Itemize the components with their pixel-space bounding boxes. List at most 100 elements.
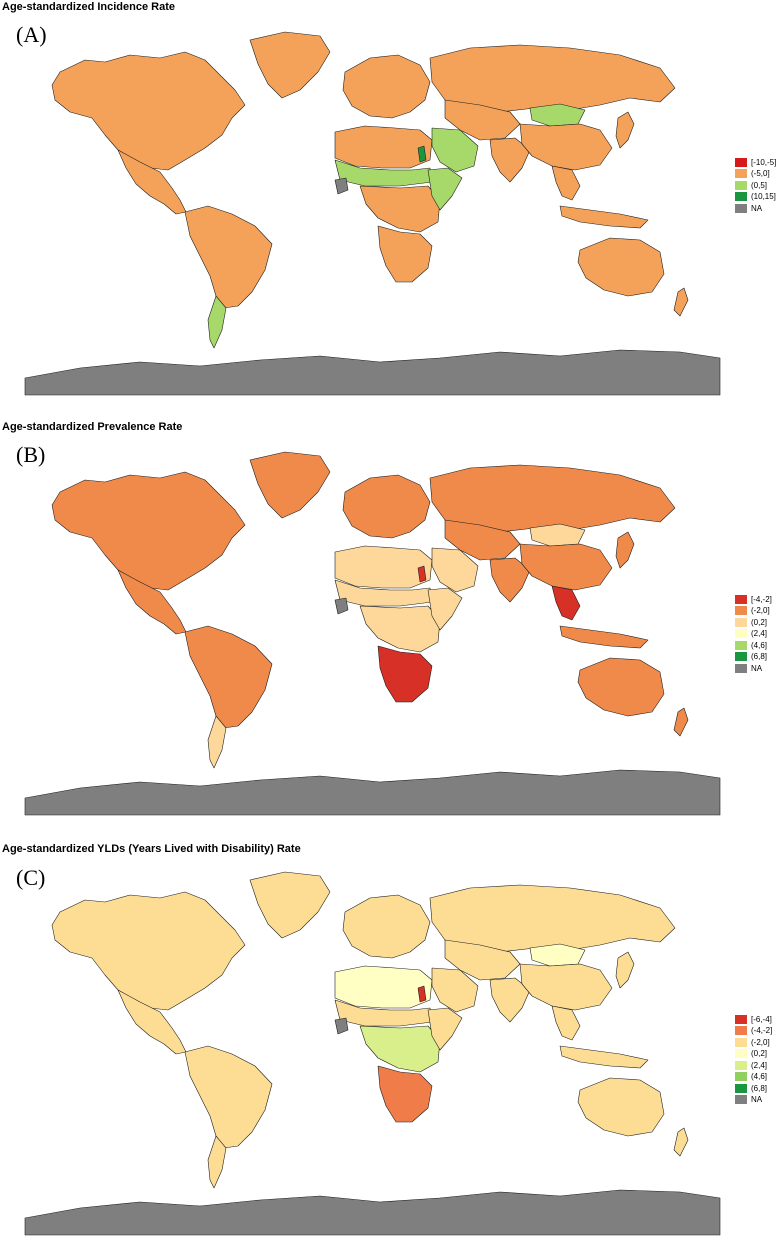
region-north-america xyxy=(51,51,246,171)
legend: [-6,-4] (-4,-2] (-2,0] (0,2] (2,4] (4,6] (6,8]… xyxy=(735,1014,772,1106)
legend-item: (-5,0] xyxy=(735,169,776,179)
region-highlight xyxy=(417,985,427,1003)
legend-swatch xyxy=(735,180,747,190)
region-patagonia xyxy=(207,1135,227,1189)
legend-item: (0,2] xyxy=(735,1049,772,1059)
region-arabia xyxy=(431,547,479,593)
legend-label: (0,5] xyxy=(751,180,768,190)
legend-item: [-10,-5] xyxy=(735,157,776,167)
legend-swatch xyxy=(735,203,747,213)
legend-label: (0,2] xyxy=(751,617,768,627)
legend: [-10,-5] (-5,0] (0,5] (10,15] NA xyxy=(735,157,776,215)
region-patagonia xyxy=(207,715,227,769)
legend-swatch xyxy=(735,169,747,178)
region-russia xyxy=(429,44,676,113)
panel-title: Age-standardized YLDs (Years Lived with … xyxy=(2,843,301,855)
legend-label: (2,4] xyxy=(751,629,768,638)
region-north-america xyxy=(51,471,246,591)
region-australia xyxy=(577,1077,665,1137)
world-map xyxy=(24,451,721,816)
legend-swatch xyxy=(735,652,747,661)
region-greenland xyxy=(249,871,331,939)
region-south-america xyxy=(184,625,273,729)
legend-item: NA xyxy=(735,203,776,213)
legend-item: (6,8] xyxy=(735,1083,772,1093)
region-east-africa xyxy=(427,587,463,631)
region-central-africa xyxy=(359,185,441,233)
legend-swatch xyxy=(735,1014,747,1024)
region-europe xyxy=(342,894,431,959)
region-arabia xyxy=(431,967,479,1013)
panel-label: (A) xyxy=(16,22,47,47)
panel-label: (C) xyxy=(16,865,46,890)
legend-label: (-2,0] xyxy=(751,606,770,615)
region-central-asia xyxy=(444,99,521,141)
region-north-africa xyxy=(334,545,433,589)
legend-label: [-6,-4] xyxy=(751,1014,772,1024)
legend-swatch xyxy=(735,629,747,638)
legend-item: NA xyxy=(735,1095,772,1105)
region-india xyxy=(489,137,531,183)
legend-label: (10,15] xyxy=(751,192,776,201)
region-se-asia xyxy=(551,165,581,201)
legend-label: NA xyxy=(751,1095,763,1104)
region-india xyxy=(489,557,531,603)
region-se-asia xyxy=(551,1005,581,1041)
legend-swatch xyxy=(735,594,747,604)
legend: [-4,-2] (-2,0] (0,2] (2,4] (4,6] (6,8] NA xyxy=(735,594,772,675)
region-south-america xyxy=(184,1045,273,1149)
panel-c: Age-standardized YLDs (Years Lived with … xyxy=(0,840,782,1240)
legend-item: (-2,0] xyxy=(735,606,772,616)
legend-label: (4,6] xyxy=(751,640,768,650)
region-mexico xyxy=(117,989,187,1055)
region-japan xyxy=(615,531,635,569)
region-japan xyxy=(615,951,635,989)
region-southern-africa xyxy=(377,645,433,703)
legend-label: NA xyxy=(751,203,763,213)
legend-label: (6,8] xyxy=(751,652,768,661)
legend-item: (4,6] xyxy=(735,1072,772,1082)
region-china xyxy=(519,123,613,171)
region-new-zealand xyxy=(673,287,689,317)
region-southern-africa xyxy=(377,1065,433,1123)
region-southern-africa xyxy=(377,225,433,283)
legend-label: NA xyxy=(751,663,763,673)
legend-label: (0,2] xyxy=(751,1049,768,1058)
legend-label: (-2,0] xyxy=(751,1037,770,1047)
legend-swatch xyxy=(735,1037,747,1047)
region-mexico xyxy=(117,149,187,215)
region-indonesia xyxy=(559,205,649,229)
legend-item: (0,5] xyxy=(735,180,776,190)
region-indonesia xyxy=(559,1045,649,1069)
region-russia xyxy=(429,464,676,533)
region-west-africa-na xyxy=(334,177,349,195)
region-china xyxy=(519,543,613,591)
region-central-africa xyxy=(359,1025,441,1073)
region-japan xyxy=(615,111,635,149)
legend-label: [-4,-2] xyxy=(751,594,772,604)
region-west-africa-na xyxy=(334,597,349,615)
legend-label: (6,8] xyxy=(751,1083,768,1093)
panel-title: Age-standardized Prevalence Rate xyxy=(2,421,183,433)
legend-item: (6,8] xyxy=(735,652,772,662)
region-mexico xyxy=(117,569,187,635)
region-greenland xyxy=(249,31,331,99)
region-arabia xyxy=(431,127,479,173)
legend-swatch xyxy=(735,1049,747,1058)
legend-item: NA xyxy=(735,663,772,673)
legend-swatch xyxy=(735,663,747,673)
region-australia xyxy=(577,237,665,297)
region-north-africa xyxy=(334,965,433,1009)
region-west-africa-na xyxy=(334,1017,349,1035)
region-central-asia xyxy=(444,939,521,981)
region-central-asia xyxy=(444,519,521,561)
panel-b: Age-standardized Prevalence Rate (B) [-4… xyxy=(0,420,782,820)
legend-swatch xyxy=(735,157,747,167)
legend-swatch xyxy=(735,617,747,627)
region-australia xyxy=(577,657,665,717)
region-central-africa xyxy=(359,605,441,653)
legend-item: [-6,-4] xyxy=(735,1014,772,1024)
panel-title: Age-standardized Incidence Rate xyxy=(2,1,175,13)
region-new-zealand xyxy=(673,1127,689,1157)
legend-swatch xyxy=(735,640,747,650)
